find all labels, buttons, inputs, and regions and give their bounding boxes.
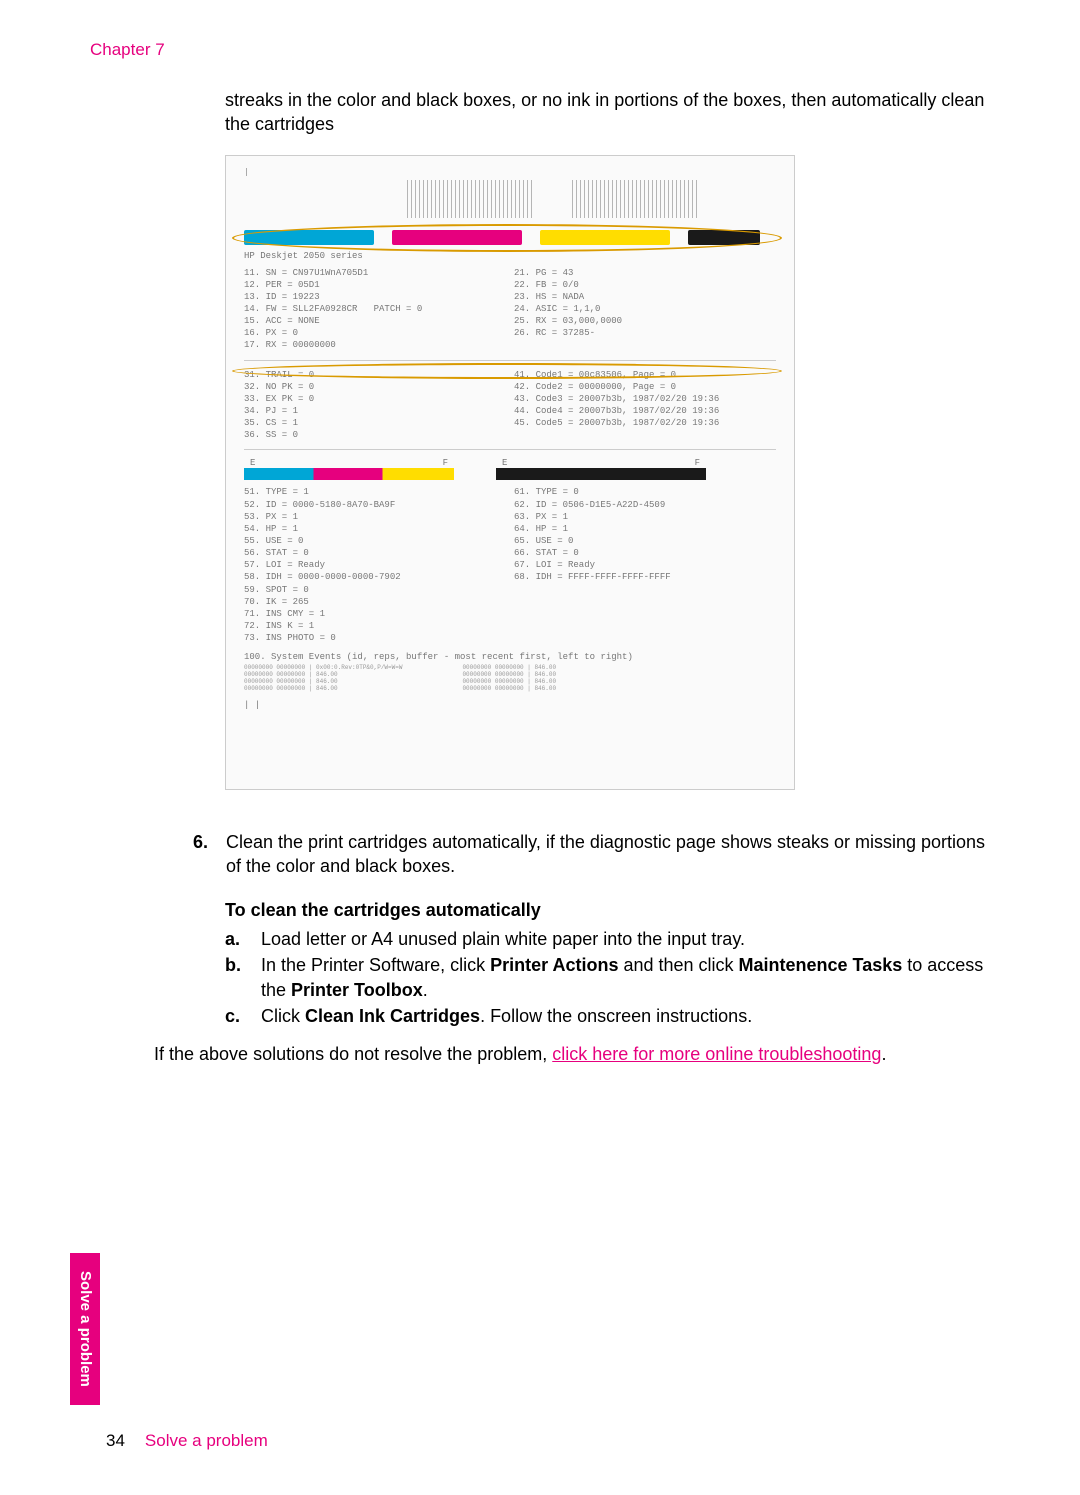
ef-label: E [502, 458, 507, 468]
substep-c: c Click Clean Ink Cartridges. Follow the… [225, 1004, 990, 1028]
step-number: 6. [178, 830, 208, 879]
substep-a: a Load letter or A4 unused plain white p… [225, 927, 990, 951]
page-number: 34 [106, 1431, 125, 1450]
diag-section3-right: 61. TYPE = 0 62. ID = 0506-D1E5-A22D-450… [514, 486, 776, 644]
side-tab: Solve a problem [70, 1253, 100, 1405]
chapter-label: Chapter 7 [90, 40, 990, 60]
diag-small-col: 00000000 00000000 | 0x00:0.Rev:0TP&0,P/W… [244, 664, 402, 692]
highlight-oval-1 [232, 224, 782, 252]
ef-label: F [443, 458, 448, 468]
diag-footer-line: 100. System Events (id, reps, buffer - m… [244, 652, 776, 662]
troubleshooting-link[interactable]: click here for more online troubleshooti… [552, 1044, 881, 1064]
page-footer: 34 Solve a problem [106, 1431, 268, 1451]
highlight-oval-2 [232, 363, 782, 379]
substep-b: b In the Printer Software, click Printer… [225, 953, 990, 1002]
step-text: Clean the print cartridges automatically… [226, 830, 990, 879]
diag-section2-left: 31. TRAIL = 0 32. NO PK = 0 33. EX PK = … [244, 369, 506, 442]
hatch-block [569, 180, 699, 218]
substep-text: In the Printer Software, click Printer A… [261, 953, 990, 1002]
diag-small-col: 00000000 00000000 | 846.0000000000 00000… [462, 664, 556, 692]
footer-section: Solve a problem [145, 1431, 268, 1450]
clean-subtitle: To clean the cartridges automatically [225, 900, 990, 921]
ef-bar-black [496, 468, 706, 480]
diag-section1-right: 21. PG = 43 22. FB = 0/0 23. HS = NADA 2… [514, 267, 776, 352]
substep-text: Click Clean Ink Cartridges. Follow the o… [261, 1004, 752, 1028]
ef-bar-color [244, 468, 454, 480]
intro-paragraph: streaks in the color and black boxes, or… [225, 88, 990, 137]
closing-paragraph: If the above solutions do not resolve th… [154, 1042, 990, 1066]
diag-section1-left: 11. SN = CN97U1WnA705D1 12. PER = 05D1 1… [244, 267, 506, 352]
substep-text: Load letter or A4 unused plain white pap… [261, 927, 745, 951]
diag-model-title: HP Deskjet 2050 series [244, 251, 776, 261]
ef-label: F [695, 458, 700, 468]
step-6: 6. Clean the print cartridges automatica… [178, 830, 990, 879]
hatch-block [404, 180, 534, 218]
diag-section2-right: 41. Code1 = 00c83506, Page = 0 42. Code2… [514, 369, 776, 442]
ef-label: E [250, 458, 255, 468]
diag-section3-left: 51. TYPE = 1 52. ID = 0000-5180-8A70-BA9… [244, 486, 506, 644]
diagnostic-page-figure: HP Deskjet 2050 series 11. SN = CN97U1Wn… [225, 155, 795, 790]
